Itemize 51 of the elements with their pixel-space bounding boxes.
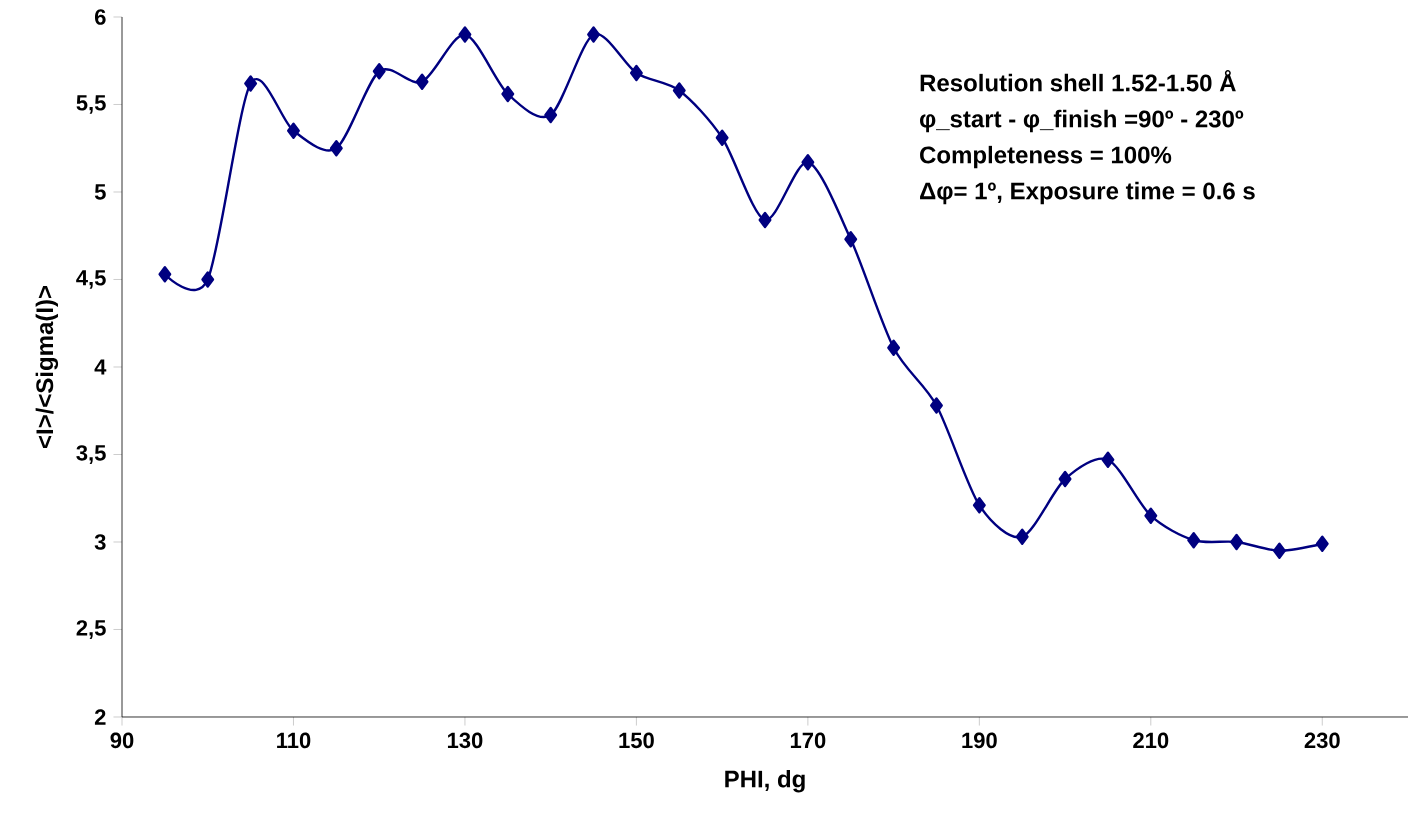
x-tick-label: 150	[619, 732, 654, 749]
y-tick-label: 3	[94, 534, 106, 550]
point	[544, 106, 558, 124]
x-tick-label: 110	[277, 732, 311, 749]
point	[1187, 532, 1201, 549]
x-tick-label: 190	[962, 732, 997, 749]
point	[972, 497, 986, 514]
x-tick-label: 230	[1304, 732, 1340, 749]
point	[1272, 542, 1286, 559]
y-axis-title: <I>/<Sigma(I)>	[35, 285, 59, 449]
y-tick-label: 2	[94, 709, 106, 725]
point	[672, 82, 686, 99]
point	[1144, 507, 1158, 524]
y-tick-label: 3,5	[76, 445, 106, 464]
y-tick-label: 4,5	[76, 270, 106, 289]
point	[1230, 533, 1243, 551]
point	[1315, 535, 1329, 552]
y-tick-label: 6	[94, 9, 106, 25]
x-axis-title: PHI, dg	[725, 769, 805, 793]
point	[458, 26, 472, 43]
point	[1015, 528, 1029, 545]
point	[1101, 451, 1115, 468]
annotation: φ_start - φ_finish =90º - 230º	[920, 109, 1244, 133]
point	[329, 140, 343, 157]
x-tick-label: 130	[447, 732, 483, 749]
y-tick-label: 5	[94, 184, 106, 200]
point	[158, 266, 172, 283]
x-tick-label: 170	[790, 732, 826, 749]
y-tick-label: 5,5	[76, 95, 106, 114]
x-tick-label: 90	[110, 732, 134, 749]
y-tick-label: 4	[94, 359, 107, 375]
point	[415, 73, 429, 90]
point	[501, 85, 515, 103]
point	[201, 271, 215, 288]
point	[801, 154, 815, 171]
point	[844, 231, 858, 248]
annotation: Completeness = 100%	[920, 145, 1172, 169]
point	[287, 122, 300, 139]
point	[372, 63, 386, 80]
point	[1058, 470, 1072, 488]
annotation: Resolution shell 1.52-1.50 Å	[920, 70, 1236, 92]
point	[629, 64, 643, 82]
point	[887, 339, 901, 356]
point	[244, 75, 258, 92]
y-tick-label: 2,5	[76, 620, 106, 639]
annotation: Δφ= 1º, Exposure time = 0.6 s	[920, 181, 1255, 205]
x-tick-label: 210	[1133, 732, 1169, 749]
point	[930, 397, 943, 414]
point	[715, 129, 729, 146]
point	[587, 26, 600, 43]
point	[758, 211, 772, 229]
